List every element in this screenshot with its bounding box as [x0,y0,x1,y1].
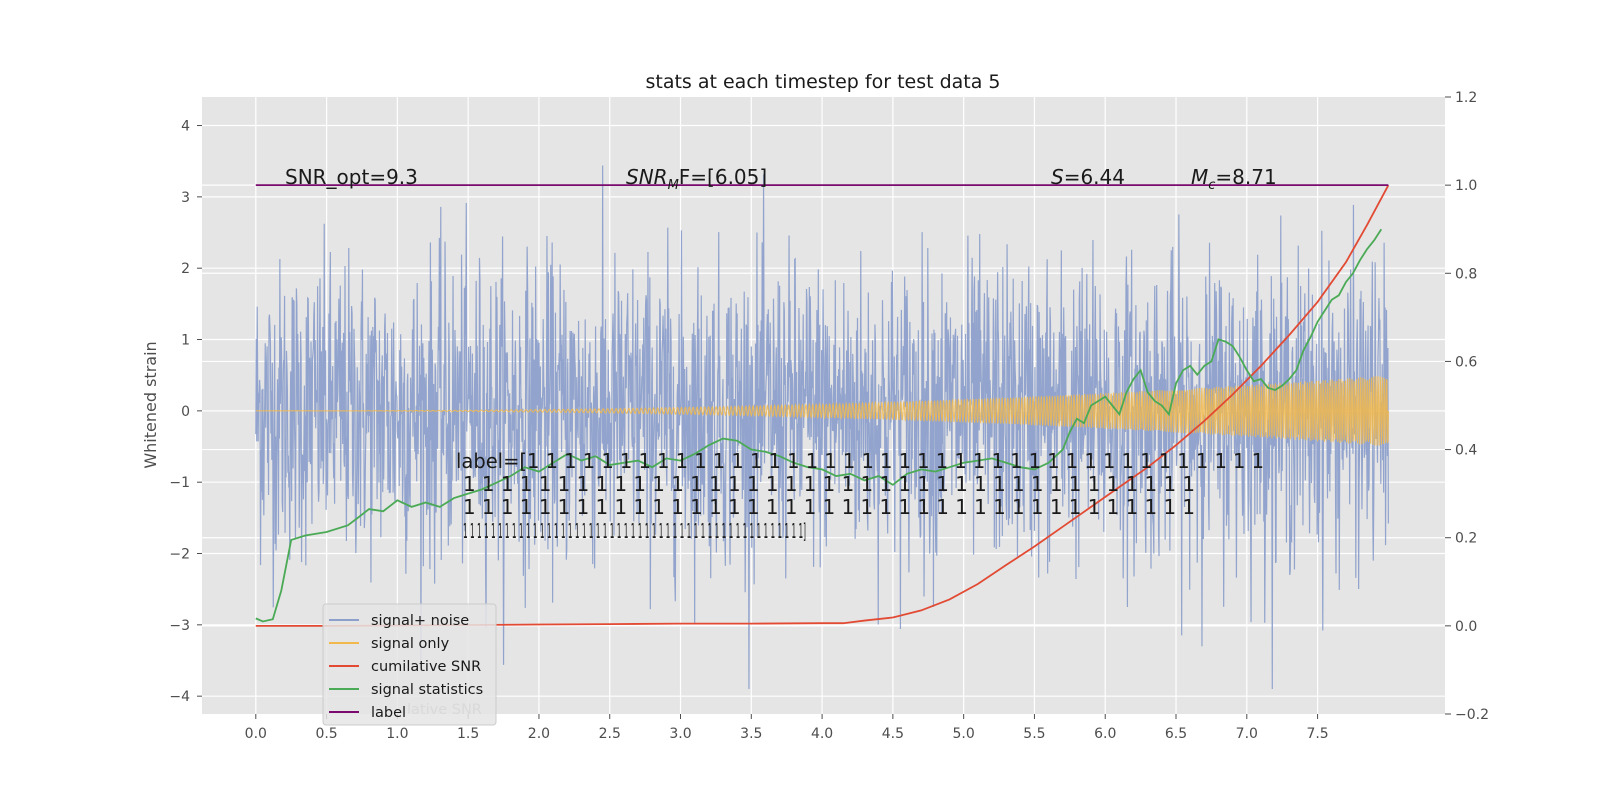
x-tick-label-8: 4.0 [811,726,833,742]
y-tick-label-3: −1 [169,475,190,491]
signal-only-line [255,376,1389,446]
annotation-label-line-2: 1 1 1 1 1 1 1 1 1 1 1 1 1 1 1 1 1 1 1 1 … [463,472,1195,496]
x-tick-label-15: 7.5 [1306,726,1328,742]
annotation-snr-mf-base: SNR [626,165,668,189]
y2-tick-label-7: 1.2 [1455,90,1477,106]
x-tick-label-6: 3.0 [669,726,691,742]
annotation-s-var: S [1051,165,1064,189]
y-tick-label-6: 2 [181,261,190,277]
legend-label-4: label [371,705,406,721]
annotation-mc-sub: c [1208,178,1215,193]
x-tick-label-3: 1.5 [457,726,479,742]
annotation-snr-mf-sub: M [668,178,679,193]
y2-tick-label-3: 0.4 [1455,443,1477,459]
legend-box [322,603,497,726]
y-tick-label-5: 1 [181,333,190,349]
x-tick-label-2: 1.0 [386,726,408,742]
series-signal-statistics [255,228,1383,623]
series-signal-plus-noise [255,165,1389,690]
y2-tick-label-6: 1.0 [1455,178,1477,194]
legend-label-3: signal statistics [371,682,483,698]
annotation-mc-value: =8.71 [1215,165,1276,189]
y-tick-label-7: 3 [181,190,190,206]
x-tick-label-4: 2.0 [528,726,550,742]
annotation-snr-mf-suffix: F=[6.05] [679,165,767,189]
cumilative-snr-line [255,184,1390,627]
annotation-label-line-3: 1 1 1 1 1 1 1 1 1 1 1 1 1 1 1 1 1 1 1 1 … [463,495,1195,519]
annotation-snr-opt: SNR_opt=9.3 [285,165,418,189]
signal-statistics-line [255,228,1383,623]
x-tick-label-1: 0.5 [315,726,337,742]
y2-axis-ticks: −0.2 0.0 0.2 0.4 0.6 0.8 1.0 1.2 [1445,90,1489,723]
x-tick-label-11: 5.5 [1023,726,1045,742]
x-tick-label-14: 7.0 [1236,726,1258,742]
legend-overlap-text: lative SNR [407,702,482,718]
y-tick-label-4: 0 [181,404,190,420]
legend-items: signal+ noise signal only cumilative SNR si… [329,613,483,721]
annotation-s: S=6.44 [1051,165,1125,189]
annotation-label-line-4: 1 1 1 1 1 1 1 1 1 1 1 1 1 1 1 1 1 1 1 1 … [463,519,806,543]
legend-label-0: signal+ noise [371,613,469,629]
x-tick-label-0: 0.0 [245,726,267,742]
legend: signal+ noise signal only cumilative SNR si… [322,603,497,726]
x-tick-label-10: 5.0 [953,726,975,742]
y-tick-label-0: −4 [169,689,190,705]
legend-label-2: cumilative SNR [371,659,481,675]
y2-tick-label-0: −0.2 [1455,707,1489,723]
annotation-mc-var: M [1191,165,1208,189]
x-axis-ticks: 0.0 0.5 1.0 1.5 2.0 2.5 3.0 3.5 4.0 4.5 5.0 5.5 6.0 6… [245,714,1329,742]
y2-tick-label-4: 0.6 [1455,354,1477,370]
y-axis-label: Whitened strain [141,341,160,468]
annotation-s-value: =6.44 [1064,165,1125,189]
y-axis-ticks: −4 −3 −2 −1 0 1 2 3 4 [169,119,202,705]
y-tick-label-2: −2 [169,547,190,563]
signal-plus-noise-line [255,165,1389,690]
y2-tick-label-5: 0.8 [1455,266,1477,282]
y-tick-label-8: 4 [181,119,190,135]
y-tick-label-1: −3 [169,618,190,634]
x-tick-label-12: 6.0 [1094,726,1116,742]
annotation-label-line-1: label=[1 1 1 1 1 1 1 1 1 1 1 1 1 1 1 1 1… [456,449,1264,473]
x-tick-label-9: 4.5 [882,726,904,742]
series-signal-only [255,376,1389,446]
series-cumilative-snr [255,184,1390,627]
chart-title: stats at each timestep for test data 5 [645,71,1000,93]
annotation-mc: Mc=8.71 [1191,165,1277,193]
annotation-snr-mf: SNRMF=[6.05] [626,165,767,193]
x-tick-label-7: 3.5 [740,726,762,742]
y2-tick-label-2: 0.2 [1455,531,1477,547]
annotations: SNR_opt=9.3 SNRMF=[6.05] S=6.44 Mc=8.71 … [285,165,1277,543]
x-tick-label-13: 6.5 [1165,726,1187,742]
legend-label-1: signal only [371,636,450,652]
y2-tick-label-1: 0.0 [1455,619,1477,635]
x-tick-label-5: 2.5 [599,726,621,742]
